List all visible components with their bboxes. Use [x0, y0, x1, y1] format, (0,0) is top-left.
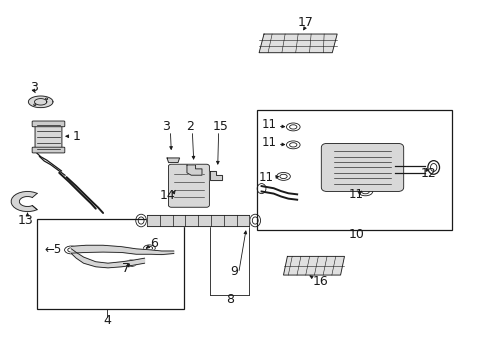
Polygon shape — [283, 256, 344, 275]
Text: 16: 16 — [311, 275, 327, 288]
Polygon shape — [35, 122, 62, 152]
Polygon shape — [28, 96, 53, 108]
Bar — [256, 110, 451, 230]
Text: 2: 2 — [185, 121, 193, 134]
Polygon shape — [186, 165, 202, 175]
Text: 9: 9 — [229, 265, 237, 278]
FancyBboxPatch shape — [32, 147, 65, 153]
Polygon shape — [209, 171, 221, 180]
Text: ←5: ←5 — [44, 243, 61, 256]
Polygon shape — [11, 192, 37, 212]
Bar — [37, 220, 183, 309]
Polygon shape — [167, 158, 179, 163]
Text: 14: 14 — [159, 189, 175, 202]
Text: 6: 6 — [150, 237, 158, 250]
FancyBboxPatch shape — [168, 164, 209, 207]
Ellipse shape — [45, 98, 47, 100]
Text: 1: 1 — [73, 130, 81, 143]
Text: 3: 3 — [162, 121, 170, 134]
Text: 13: 13 — [17, 214, 33, 227]
Text: 11: 11 — [348, 188, 364, 201]
Polygon shape — [71, 245, 173, 255]
Text: 3: 3 — [30, 81, 38, 94]
Text: 11: 11 — [261, 136, 276, 149]
Text: 7: 7 — [122, 262, 130, 275]
Text: 15: 15 — [212, 121, 227, 134]
FancyBboxPatch shape — [32, 121, 65, 127]
FancyBboxPatch shape — [321, 143, 403, 192]
Polygon shape — [147, 215, 249, 226]
Text: 4: 4 — [103, 314, 111, 327]
Text: 17: 17 — [297, 17, 313, 30]
Ellipse shape — [34, 104, 36, 105]
Text: 10: 10 — [348, 228, 364, 241]
Text: 11: 11 — [261, 118, 276, 131]
Polygon shape — [71, 249, 144, 268]
Polygon shape — [259, 34, 336, 53]
Text: 11: 11 — [258, 171, 273, 184]
Text: 8: 8 — [225, 293, 233, 306]
Text: 12: 12 — [420, 167, 436, 180]
